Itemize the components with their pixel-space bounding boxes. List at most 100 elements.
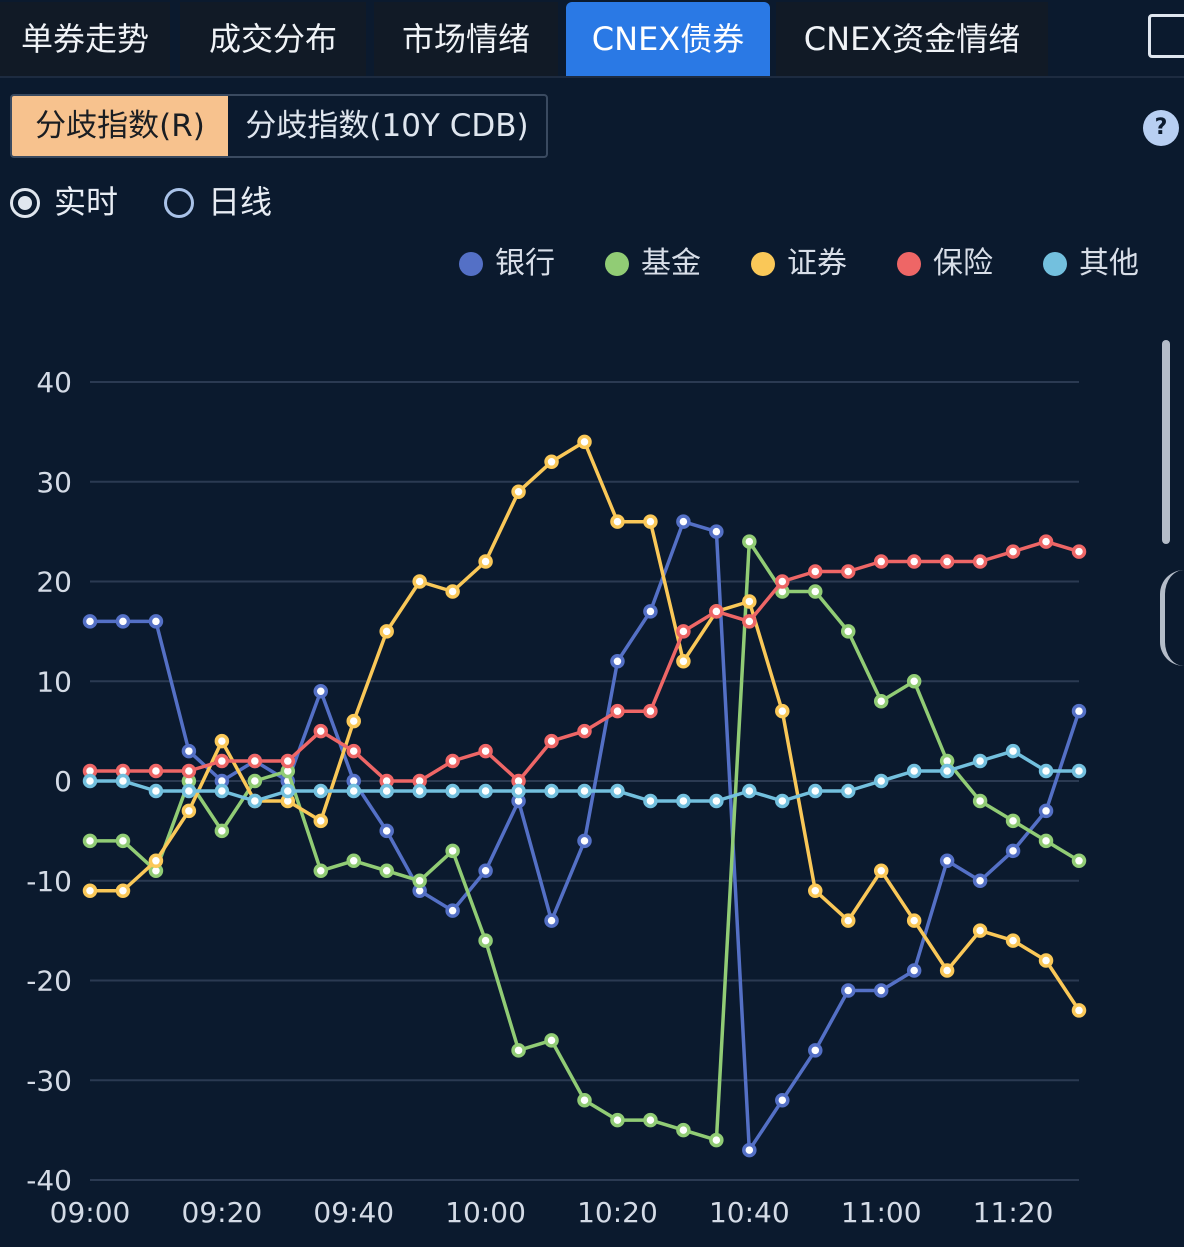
index-segmented-control: 分歧指数(R) 分歧指数(10Y CDB) — [10, 94, 548, 158]
tab-cnex-bond[interactable]: CNEX债券 — [566, 2, 770, 76]
data-point — [148, 853, 164, 869]
data-point — [808, 564, 823, 579]
data-point — [873, 554, 889, 569]
data-point — [478, 863, 493, 879]
data-point — [1038, 534, 1054, 549]
data-point — [972, 873, 988, 888]
radio-daily[interactable]: 日线 — [164, 180, 294, 224]
data-point — [214, 733, 230, 749]
radio-selected-icon — [10, 188, 40, 218]
data-point — [643, 793, 658, 809]
data-point — [181, 763, 197, 779]
data-point — [610, 703, 625, 719]
data-point — [840, 624, 856, 639]
tab-cnex-funding-sentiment[interactable]: CNEX资金情绪 — [776, 2, 1048, 76]
data-point — [939, 554, 955, 569]
data-point — [709, 793, 724, 809]
side-handle[interactable] — [1160, 570, 1184, 666]
data-point — [313, 783, 329, 799]
data-point — [808, 1043, 823, 1058]
segment-divergence-10y-cdb[interactable]: 分歧指数(10Y CDB) — [245, 108, 529, 144]
help-icon[interactable]: ? — [1143, 110, 1179, 146]
data-point — [379, 823, 394, 839]
segment-divergence-r[interactable]: 分歧指数(R) — [12, 96, 228, 156]
data-point — [775, 1092, 790, 1108]
legend-label: 证券 — [787, 246, 847, 281]
data-point — [280, 783, 296, 799]
legend-marker — [897, 252, 921, 276]
data-point — [873, 773, 889, 789]
data-point — [643, 514, 658, 529]
data-point — [840, 913, 856, 928]
data-point — [544, 1033, 559, 1048]
radio-realtime-label: 实时 — [54, 183, 119, 221]
y-tick-label: -10 — [26, 865, 72, 898]
data-point — [939, 963, 955, 978]
data-point — [313, 813, 329, 829]
data-point — [148, 763, 164, 779]
expand-icon[interactable] — [1148, 14, 1184, 58]
data-point — [544, 454, 559, 470]
y-tick-label: 0 — [54, 765, 72, 798]
data-point — [478, 743, 493, 759]
data-point — [840, 983, 856, 998]
data-point — [676, 654, 691, 669]
tab-bar: 单券走势 成交分布 市场情绪 CNEX债券 CNEX资金情绪 — [0, 0, 1184, 78]
data-point — [478, 554, 493, 569]
data-point — [280, 753, 296, 769]
data-point — [939, 763, 955, 779]
data-point — [1071, 1003, 1087, 1018]
data-point — [379, 863, 394, 879]
data-point — [972, 793, 988, 809]
data-point — [544, 913, 559, 928]
data-point — [346, 853, 361, 869]
data-point — [577, 1092, 592, 1108]
legend-label: 其他 — [1079, 246, 1139, 281]
data-point — [577, 434, 592, 450]
data-point — [676, 624, 691, 639]
data-point — [742, 594, 757, 609]
data-point — [775, 793, 790, 809]
y-tick-label: 10 — [36, 665, 72, 698]
data-point — [1038, 803, 1054, 819]
data-point — [214, 753, 230, 769]
data-point — [247, 753, 263, 769]
data-point — [939, 853, 955, 869]
data-point — [115, 614, 131, 629]
data-point — [511, 783, 526, 799]
radio-unselected-icon — [164, 188, 194, 218]
data-point — [906, 554, 922, 569]
data-point — [445, 903, 460, 918]
data-point — [313, 863, 329, 879]
tab-trade-distribution[interactable]: 成交分布 — [180, 2, 366, 76]
data-point — [412, 574, 427, 589]
y-tick-label: 20 — [36, 566, 72, 599]
y-tick-label: -30 — [26, 1064, 72, 1097]
data-point — [906, 913, 922, 928]
data-point — [808, 584, 823, 599]
data-point — [445, 783, 460, 799]
tab-market-sentiment[interactable]: 市场情绪 — [374, 2, 558, 76]
data-point — [181, 803, 197, 819]
data-point — [610, 783, 625, 799]
data-point — [82, 883, 98, 898]
data-point — [313, 723, 329, 739]
data-point — [82, 833, 98, 849]
data-point — [346, 783, 361, 799]
x-tick-label: 10:40 — [709, 1196, 790, 1229]
data-point — [445, 584, 460, 599]
data-point — [412, 783, 427, 799]
tab-single-bond-trend[interactable]: 单券走势 — [0, 2, 170, 76]
data-point — [82, 614, 98, 629]
data-point — [214, 823, 230, 839]
data-point — [709, 524, 724, 539]
data-point — [313, 683, 329, 699]
data-point — [379, 783, 394, 799]
data-point — [577, 833, 592, 849]
data-point — [873, 863, 889, 879]
data-point — [775, 703, 790, 719]
scrollbar-thumb[interactable] — [1162, 340, 1170, 544]
data-point — [676, 514, 691, 529]
x-tick-label: 11:00 — [841, 1196, 922, 1229]
radio-realtime[interactable]: 实时 — [10, 180, 140, 224]
